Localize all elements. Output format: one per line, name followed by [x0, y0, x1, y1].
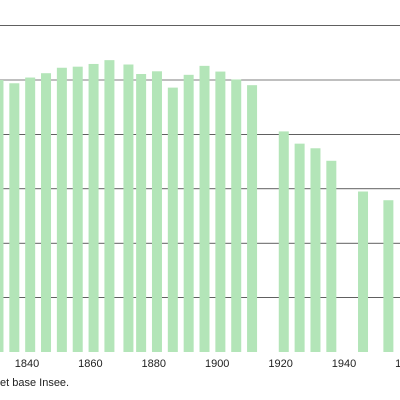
bar-1836 [9, 83, 20, 352]
bar-1856 [72, 66, 83, 352]
bar-1921 [278, 131, 289, 352]
bar-1896 [199, 65, 210, 352]
x-tick-label-1900: 1900 [205, 358, 229, 370]
bar-1881 [151, 71, 162, 353]
bar-1861 [88, 63, 99, 353]
bar-1866 [104, 60, 115, 352]
x-tick-label-1880: 1880 [142, 358, 166, 370]
bar-1831 [0, 80, 4, 352]
x-tick-label-1960: 1960 [395, 358, 400, 370]
bar-1846 [41, 73, 52, 352]
bar-1891 [183, 74, 194, 352]
bar-1911 [247, 85, 258, 352]
bar-1872 [123, 64, 134, 352]
x-tick-label-1840: 1840 [15, 358, 39, 370]
x-axis-ticks: 1840 1860 1880 1900 1920 1940 1960 [15, 358, 400, 370]
x-tick-label-1920: 1920 [268, 358, 292, 370]
x-tick-label-1940: 1940 [332, 358, 356, 370]
bar-1876 [136, 74, 147, 353]
bar-1954 [383, 200, 394, 352]
source-footnote: et base Insee. [0, 377, 70, 389]
x-tick-label-1860: 1860 [78, 358, 102, 370]
bar-1931 [310, 148, 321, 352]
bar-1901 [215, 71, 226, 353]
bar-1886 [167, 87, 178, 352]
bar-1851 [56, 67, 67, 352]
bar-1841 [25, 77, 36, 352]
bars [0, 60, 394, 353]
bar-1946 [358, 191, 369, 352]
bar-1906 [231, 79, 242, 353]
bar-1926 [294, 143, 305, 352]
bar-1936 [326, 160, 337, 352]
